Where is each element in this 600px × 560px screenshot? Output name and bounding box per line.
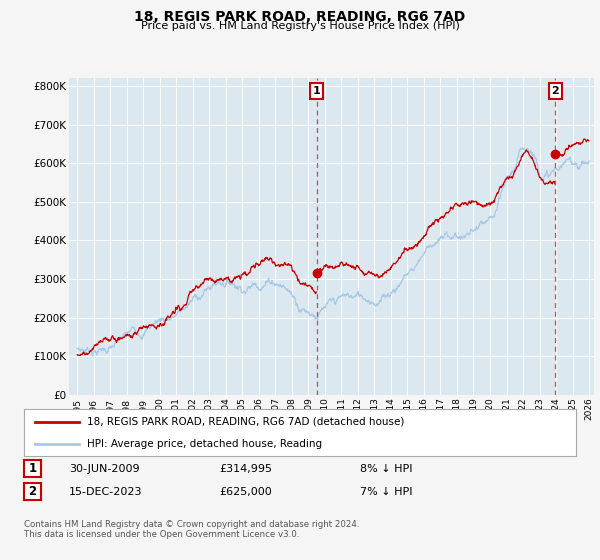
Text: 18, REGIS PARK ROAD, READING, RG6 7AD: 18, REGIS PARK ROAD, READING, RG6 7AD	[134, 10, 466, 24]
Text: 15-DEC-2023: 15-DEC-2023	[69, 487, 143, 497]
Text: 8% ↓ HPI: 8% ↓ HPI	[360, 464, 413, 474]
Text: 18, REGIS PARK ROAD, READING, RG6 7AD (detached house): 18, REGIS PARK ROAD, READING, RG6 7AD (d…	[88, 417, 405, 427]
Text: 2: 2	[551, 86, 559, 96]
Text: 7% ↓ HPI: 7% ↓ HPI	[360, 487, 413, 497]
Text: Price paid vs. HM Land Registry's House Price Index (HPI): Price paid vs. HM Land Registry's House …	[140, 21, 460, 31]
Text: 1: 1	[28, 462, 37, 475]
Text: 1: 1	[313, 86, 320, 96]
Text: HPI: Average price, detached house, Reading: HPI: Average price, detached house, Read…	[88, 438, 323, 449]
Text: £314,995: £314,995	[219, 464, 272, 474]
Text: 30-JUN-2009: 30-JUN-2009	[69, 464, 140, 474]
Text: £625,000: £625,000	[219, 487, 272, 497]
Text: Contains HM Land Registry data © Crown copyright and database right 2024.
This d: Contains HM Land Registry data © Crown c…	[24, 520, 359, 539]
Text: 2: 2	[28, 484, 37, 498]
